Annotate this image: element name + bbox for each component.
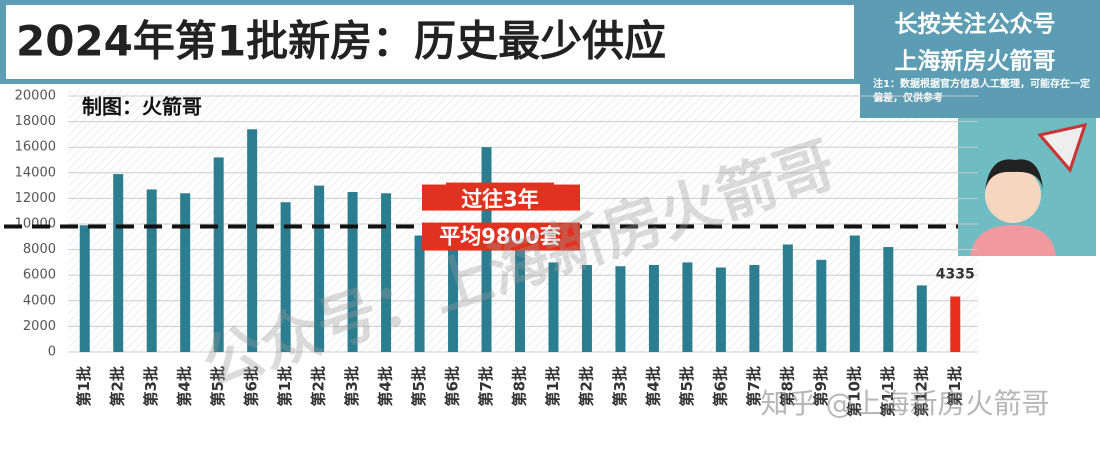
plot: 0 2000 4000 6000 8000 10000 12000 14000 16000 180… (4, 89, 978, 417)
data-label: 4335 (936, 267, 975, 283)
y-tick-label: 4000 (23, 293, 56, 308)
y-tick-label: 14000 (15, 165, 56, 180)
x-tick-label: 第8批 (778, 366, 796, 406)
x-tick-label: 第3批 (611, 366, 629, 406)
x-tick-label: 第6批 (243, 366, 261, 406)
reference-label-box (446, 182, 554, 187)
chart-title: 2024年第1批新房：历史最少供应 (16, 17, 666, 66)
bar (247, 129, 258, 352)
bar (414, 235, 425, 352)
x-tick-label: 第1批 (544, 366, 562, 406)
bar (615, 266, 626, 352)
bar (816, 259, 827, 352)
y-tick-label: 2000 (23, 319, 56, 334)
x-tick-label: 第7批 (745, 366, 763, 406)
subtitle: 长按关注公众号 (895, 11, 1056, 38)
x-tick-label: 第4批 (644, 366, 662, 406)
bar (314, 185, 325, 352)
y-tick-label: 12000 (15, 191, 56, 206)
title-box (6, 5, 854, 79)
bar (347, 192, 358, 352)
x-tick-label: 第1批 (946, 366, 964, 406)
y-tick-label: 20000 (15, 89, 56, 104)
x-tick-label: 第12批 (912, 366, 930, 417)
x-tick-label: 第6批 (711, 366, 729, 406)
watermark: 知乎 @上海新房火箭哥 (761, 387, 1050, 420)
reference-label-box (422, 184, 580, 211)
bar (146, 189, 157, 352)
avatar (958, 118, 1096, 256)
x-tick-label: 第4批 (176, 366, 194, 406)
bar (180, 193, 191, 352)
bar (448, 239, 459, 352)
note-box: 注1：数据根据官方信息人工整理，可能存在一定偏差，仅供参考 (873, 79, 1090, 104)
reference-label: 平均9800套 (439, 225, 560, 249)
y-tick-label: 10000 (15, 217, 56, 232)
y-tick-label: 0 (48, 345, 56, 360)
bar (749, 264, 760, 352)
side-banner (860, 0, 1100, 118)
x-tick-label: 第2批 (577, 366, 595, 406)
bar (280, 202, 291, 352)
y-tick-label: 18000 (15, 114, 56, 129)
credit: 制图：火箭哥 (82, 95, 202, 119)
bar (548, 262, 559, 352)
x-tick-label: 第11批 (879, 366, 897, 417)
bar (849, 235, 860, 352)
x-tick-label: 第4批 (377, 366, 395, 406)
x-tick-label: 第9批 (812, 366, 830, 406)
x-tick-label: 第7批 (477, 366, 495, 406)
bar (950, 296, 961, 352)
x-tick-label: 第2批 (109, 366, 127, 406)
bar (79, 225, 90, 352)
bar (682, 262, 693, 352)
bar (113, 174, 124, 352)
y-tick-label: 16000 (15, 140, 56, 155)
reference-label: 过往3年 (461, 188, 539, 212)
x-tick-label: 第10批 (845, 366, 863, 417)
bar (916, 285, 927, 352)
x-tick-label: 第1批 (75, 366, 93, 406)
x-tick-label: 第6批 (444, 366, 462, 406)
bar (715, 267, 726, 352)
bar (515, 243, 525, 352)
bar (381, 193, 392, 352)
x-tick-label: 第3批 (343, 366, 361, 406)
x-tick-label: 第3批 (142, 366, 160, 406)
bar (213, 157, 224, 352)
x-tick-label: 第5批 (678, 366, 696, 406)
bar (581, 264, 592, 352)
reference-label-box (422, 222, 580, 251)
subtitle: 上海新房火箭哥 (895, 48, 1056, 75)
x-tick-label: 第2批 (310, 366, 328, 406)
x-tick-label: 第1批 (276, 366, 294, 406)
x-tick-label: 第8批 (511, 366, 529, 406)
bar (883, 247, 894, 352)
note: 注1：数据根据官方信息人工整理，可能存在一定偏差，仅供参考 (873, 79, 1090, 104)
y-tick-label: 8000 (23, 242, 56, 257)
bar (648, 264, 659, 352)
bar (782, 244, 793, 352)
y-tick-label: 6000 (23, 268, 56, 283)
x-tick-label: 第5批 (410, 366, 428, 406)
x-tick-label: 第5批 (209, 366, 227, 406)
